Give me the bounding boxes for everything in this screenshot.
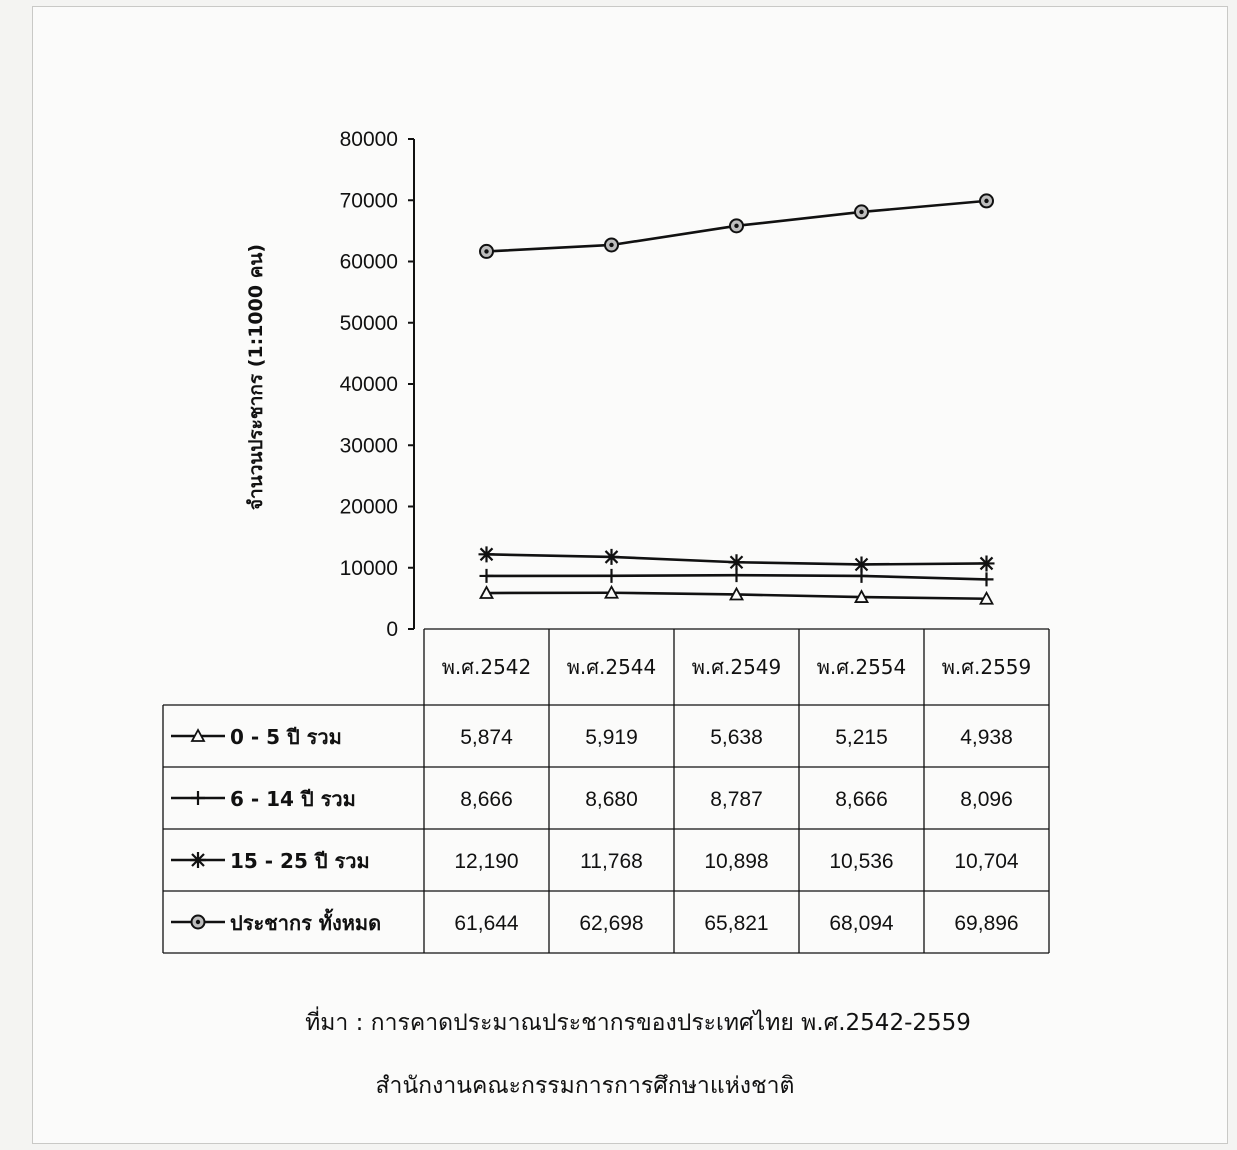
- table-value: 8,787: [710, 788, 763, 811]
- category-label: พ.ศ.2549: [692, 655, 782, 679]
- legend-entry: 0 - 5 ปี รวม: [171, 725, 342, 749]
- plus-marker: [191, 791, 205, 805]
- y-tick-label: 60000: [340, 251, 398, 274]
- legend-entry: 15 - 25 ปี รวม: [171, 849, 370, 873]
- table-value: 10,704: [954, 850, 1019, 873]
- table-value: 5,874: [460, 726, 513, 749]
- table-value: 11,768: [580, 850, 643, 873]
- y-tick-label: 50000: [340, 312, 398, 335]
- plot-area: [478, 193, 995, 605]
- table-value: 68,094: [829, 912, 894, 935]
- table-value: 62,698: [579, 912, 643, 935]
- table-value: 5,215: [835, 726, 888, 749]
- series-circle: [479, 193, 994, 259]
- asterisk-marker: [978, 555, 995, 572]
- series-asterisk: [478, 546, 995, 573]
- asterisk-marker: [853, 556, 870, 573]
- source-line-1: ที่มา : การคาดประมาณประชากรของประเทศไทย …: [305, 1006, 971, 1036]
- plus-marker: [479, 568, 494, 583]
- y-axis: 80000 70000 60000 50000 40000 30000 20000 10000…: [340, 128, 415, 641]
- table-value: 69,896: [954, 912, 1018, 935]
- circle-marker-dot: [195, 919, 201, 925]
- y-tick-label: 20000: [340, 496, 398, 519]
- circle-marker-dot: [484, 249, 489, 254]
- circle-marker-dot: [859, 209, 864, 215]
- table-value: 4,938: [960, 726, 1013, 749]
- series-plus: [479, 568, 994, 587]
- y-tick-label: 30000: [340, 434, 398, 457]
- table-value: 5,638: [710, 726, 763, 749]
- y-tick-label: 40000: [340, 373, 398, 396]
- triangle-marker: [728, 586, 745, 601]
- table-value: 61,644: [454, 912, 519, 935]
- triangle-marker: [190, 728, 206, 742]
- triangle-marker: [478, 585, 495, 599]
- table-value: 8,680: [585, 788, 638, 811]
- plus-marker: [604, 568, 619, 583]
- asterisk-marker: [190, 852, 206, 868]
- legend-entry: ประชากร ทั้งหมด: [171, 908, 381, 935]
- legend-label: ประชากร ทั้งหมด: [230, 908, 381, 935]
- category-label: พ.ศ.2544: [567, 655, 657, 679]
- category-label: พ.ศ.2559: [942, 655, 1032, 679]
- data-table: พ.ศ.2542 พ.ศ.2544 พ.ศ.2549 พ.ศ.2554 พ.ศ.2559…: [162, 628, 1050, 954]
- source-line-2: สำนักงานคณะกรรมการการศึกษาแห่งชาติ: [375, 1073, 794, 1099]
- circle-marker-dot: [609, 242, 614, 248]
- plus-marker: [729, 568, 744, 583]
- legend-label: 0 - 5 ปี รวม: [230, 725, 342, 749]
- table-value: 8,096: [960, 788, 1013, 811]
- legend-label: 15 - 25 ปี รวม: [230, 849, 370, 873]
- triangle-marker: [853, 589, 870, 603]
- triangle-marker: [978, 590, 995, 605]
- asterisk-marker: [728, 554, 745, 571]
- plus-marker: [979, 572, 994, 587]
- series-triangle: [478, 584, 995, 605]
- asterisk-marker: [603, 548, 620, 565]
- circle-marker-dot: [984, 198, 989, 204]
- table-value: 65,821: [704, 912, 768, 935]
- y-axis-title: จำนวนประชากร (1:1000 คน): [245, 244, 267, 510]
- legend-label: 6 - 14 ปี รวม: [230, 787, 356, 811]
- y-tick-label: 70000: [340, 189, 398, 212]
- table-value: 8,666: [460, 788, 513, 811]
- table-value: 5,919: [585, 726, 638, 749]
- category-label: พ.ศ.2542: [442, 655, 532, 679]
- table-value: 8,666: [835, 788, 888, 811]
- table-value: 10,536: [829, 850, 893, 873]
- table-value: 12,190: [454, 850, 518, 873]
- y-tick-label: 10000: [340, 557, 398, 580]
- y-tick-label: 0: [386, 618, 398, 641]
- triangle-marker: [603, 584, 620, 599]
- table-value: 10,898: [704, 850, 768, 873]
- category-label: พ.ศ.2554: [817, 655, 907, 679]
- asterisk-marker: [478, 546, 495, 563]
- y-tick-label: 80000: [340, 128, 398, 151]
- circle-marker-dot: [734, 223, 739, 229]
- legend-entry: 6 - 14 ปี รวม: [171, 787, 356, 811]
